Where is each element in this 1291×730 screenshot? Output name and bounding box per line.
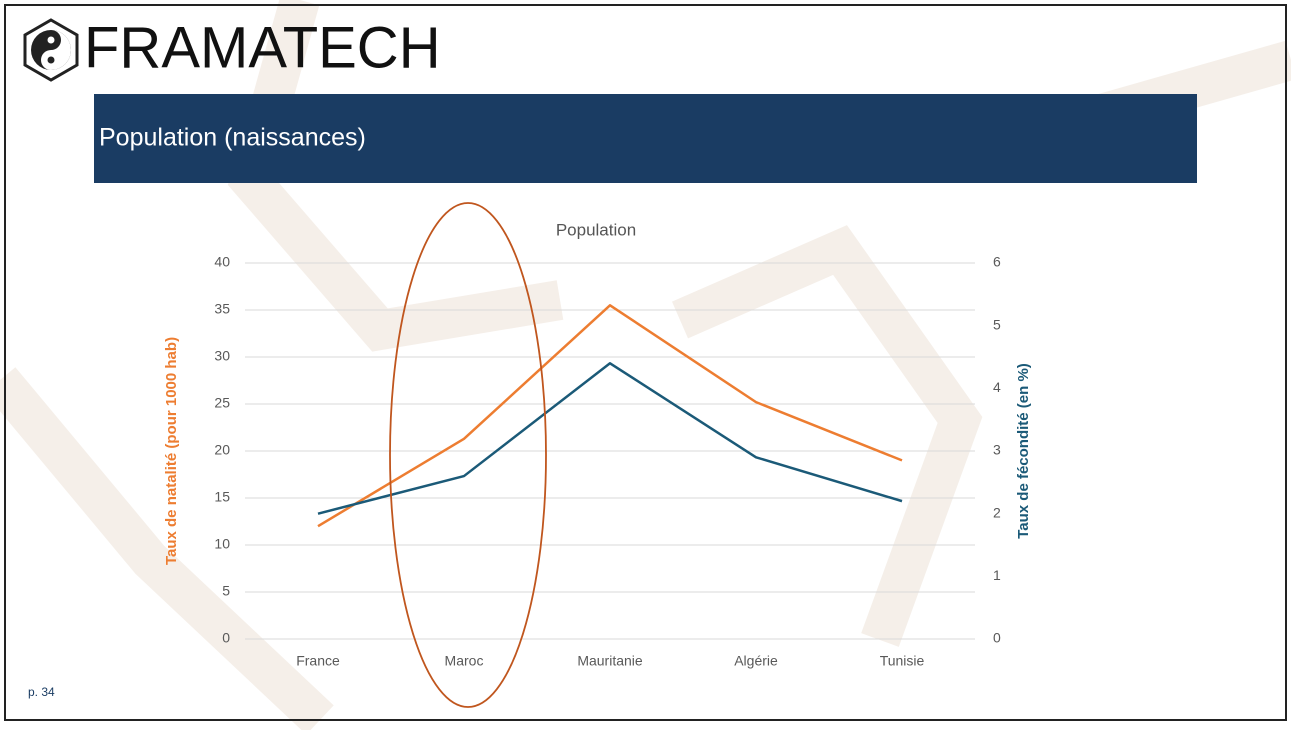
y-tick-label: 0 (222, 630, 230, 646)
logo (23, 18, 79, 82)
slide-frame (4, 4, 1287, 721)
chart-title: Population (556, 220, 636, 239)
plot: 0 5 10 15 20 25 30 35 40 0 1 2 3 4 5 6 France Maroc Maurit… (214, 254, 1001, 669)
x-tick-label: Maroc (445, 653, 484, 669)
y-tick-label: 35 (214, 301, 230, 317)
y2-tick-label: 4 (993, 379, 1001, 395)
y2-axis-title: Taux de fécondité (en %) (1015, 363, 1032, 539)
x-tick-label: Tunisie (880, 653, 925, 669)
page-number: p. 34 (28, 685, 55, 699)
y-tick-label: 5 (222, 583, 230, 599)
y-tick-label: 10 (214, 536, 230, 552)
y2-tick-label: 0 (993, 630, 1001, 646)
x-tick-label: Algérie (734, 653, 778, 669)
y-tick-label: 40 (214, 254, 230, 270)
y2-tick-label: 5 (993, 316, 1001, 332)
y2-tick-label: 2 (993, 504, 1001, 520)
series-line (317, 362, 903, 515)
title-bar (94, 94, 1197, 183)
highlight-ellipse (389, 202, 547, 708)
y-axis-title: Taux de natalité (pour 1000 hab) (163, 337, 180, 565)
y2-tick-label: 3 (993, 442, 1001, 458)
x-tick-label: Mauritanie (577, 653, 643, 669)
y2-tick-label: 6 (993, 254, 1001, 270)
y-tick-label: 15 (214, 489, 230, 505)
y2-tick-label: 1 (993, 567, 1001, 583)
series-line (317, 304, 903, 528)
y-tick-label: 30 (214, 348, 230, 364)
y-tick-label: 25 (214, 395, 230, 411)
brand: FRAMATECH (84, 15, 441, 80)
x-tick-label: France (296, 653, 340, 669)
slide-title: Population (naissances) (99, 124, 366, 152)
y-tick-label: 20 (214, 442, 230, 458)
